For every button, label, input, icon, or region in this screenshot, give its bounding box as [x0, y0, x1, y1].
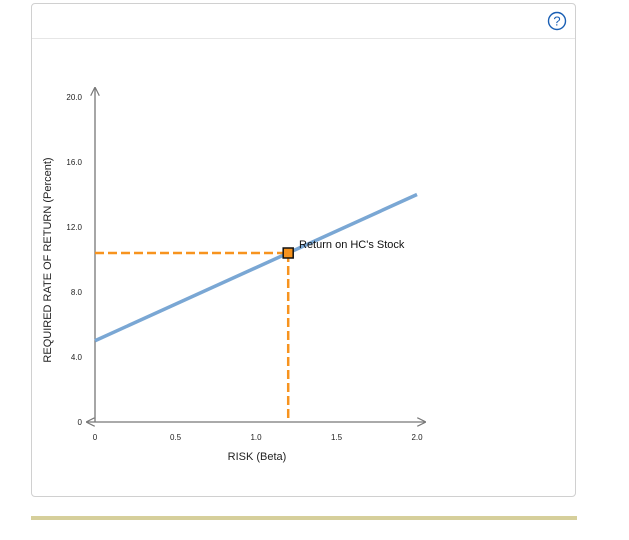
- panel-header: ?: [32, 4, 575, 39]
- x-tick-label: 2.0: [411, 433, 423, 442]
- x-tick-label: 1.0: [250, 433, 262, 442]
- x-axis-title: RISK (Beta): [228, 451, 287, 463]
- graph-panel: ?: [31, 3, 576, 497]
- question-circle-icon[interactable]: ?: [547, 11, 567, 31]
- sml-series-line: [94, 192, 418, 343]
- x-tick-label: 1.5: [331, 433, 343, 442]
- y-axis-title: REQUIRED RATE OF RETURN (Percent): [42, 157, 54, 362]
- y-tick-label: 8.0: [71, 288, 83, 297]
- y-tick-label: 20.0: [66, 93, 82, 102]
- y-tick-label: 0: [78, 418, 83, 427]
- point-annotation-label: Return on HC's Stock: [299, 239, 405, 251]
- y-tick-label: 4.0: [71, 353, 83, 362]
- x-tick-label: 0.5: [170, 433, 182, 442]
- x-tick-label: 0: [93, 433, 98, 442]
- help-label: ?: [553, 14, 560, 29]
- bottom-divider-bar: [31, 516, 577, 520]
- y-tick-label: 12.0: [66, 223, 82, 232]
- y-tick-label: 16.0: [66, 158, 82, 167]
- stock-point-marker: [282, 247, 294, 259]
